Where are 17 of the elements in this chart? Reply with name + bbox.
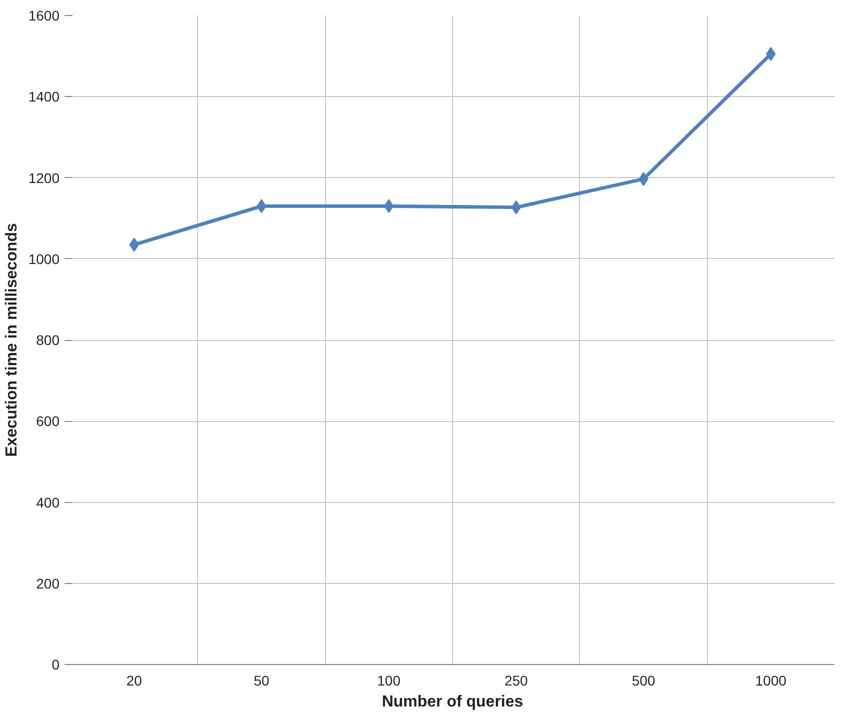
x-tick-label: 100 (377, 672, 401, 688)
y-tick-label: 1000 (28, 250, 60, 267)
y-tick-label: 400 (36, 494, 60, 510)
x-tick-label: 20 (126, 672, 142, 688)
y-tick-label: 200 (36, 575, 60, 592)
y-tick-label: 1400 (28, 88, 60, 105)
y-axis-title: Execution time in milliseconds (3, 222, 20, 457)
y-tick-label: 1200 (28, 170, 60, 186)
x-tick-label: 500 (632, 672, 656, 688)
x-tick-label: 50 (254, 672, 270, 688)
y-tick-label: 600 (36, 413, 60, 430)
x-tick-label: 250 (504, 672, 528, 688)
x-axis-title: Number of queries (382, 694, 524, 710)
y-tick-label: 800 (36, 332, 60, 348)
x-tick-label: 1000 (755, 672, 787, 688)
y-tick-label: 1600 (28, 8, 60, 24)
y-tick-label: 0 (52, 656, 60, 672)
